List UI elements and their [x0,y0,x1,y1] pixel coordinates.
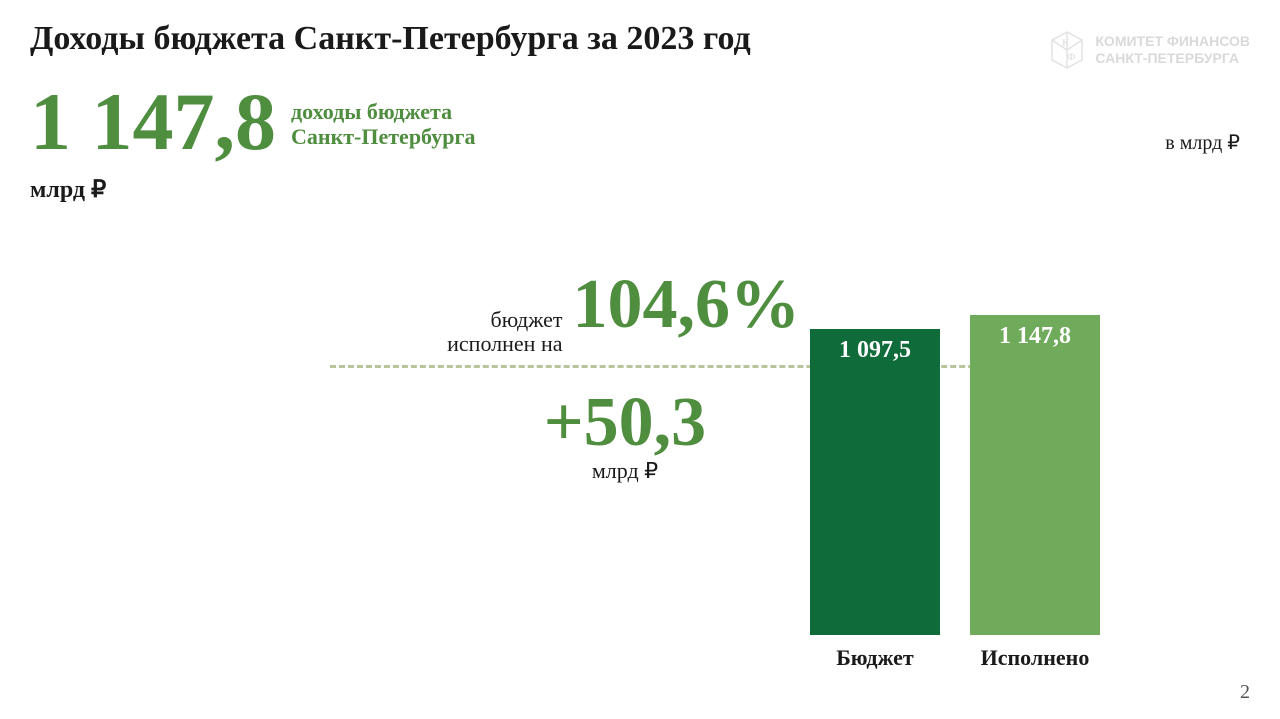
execution-label-line1: бюджет [447,308,562,332]
right-unit-label: в млрд ₽ [1165,130,1240,155]
headline-desc-line2: Санкт-Петербурга [291,125,475,149]
bar-chart: 1 097,5 1 147,8 Бюджет Исполнено [810,315,1110,685]
logo-text-line2: САНКТ-ПЕТЕРБУРГА [1095,50,1250,67]
axis-label-1: Исполнено [970,645,1100,671]
svg-text:Ф: Ф [1067,52,1076,63]
headline-block: 1 147,8 доходы бюджета Санкт-Петербурга [30,85,475,159]
bar-1: 1 147,8 [970,315,1100,635]
bar-0: 1 097,5 [810,329,940,635]
page-number: 2 [1240,681,1250,704]
execution-delta: +50,3 [330,388,800,458]
execution-delta-unit: млрд ₽ [330,458,800,484]
bar-value-label-1: 1 147,8 [970,323,1100,350]
logo-cube-icon: К Ф [1049,30,1085,70]
execution-label: бюджет исполнен на [447,308,562,368]
logo-text: КОМИТЕТ ФИНАНСОВ САНКТ-ПЕТЕРБУРГА [1095,33,1250,67]
headline-description: доходы бюджета Санкт-Петербурга [291,100,475,158]
headline-unit: млрд ₽ [30,175,106,204]
execution-label-line2: исполнен на [447,332,562,356]
execution-percent: 104,6% [573,270,801,340]
headline-desc-line1: доходы бюджета [291,100,475,124]
axis-label-0: Бюджет [810,645,940,671]
execution-summary: бюджет исполнен на 104,6% +50,3 млрд ₽ [330,270,800,484]
svg-text:К: К [1062,38,1070,49]
logo-text-line1: КОМИТЕТ ФИНАНСОВ [1095,33,1250,50]
page-title: Доходы бюджета Санкт-Петербурга за 2023 … [30,20,751,58]
committee-logo: К Ф КОМИТЕТ ФИНАНСОВ САНКТ-ПЕТЕРБУРГА [1049,30,1250,70]
headline-value: 1 147,8 [30,85,276,159]
bar-value-label-0: 1 097,5 [810,337,940,364]
